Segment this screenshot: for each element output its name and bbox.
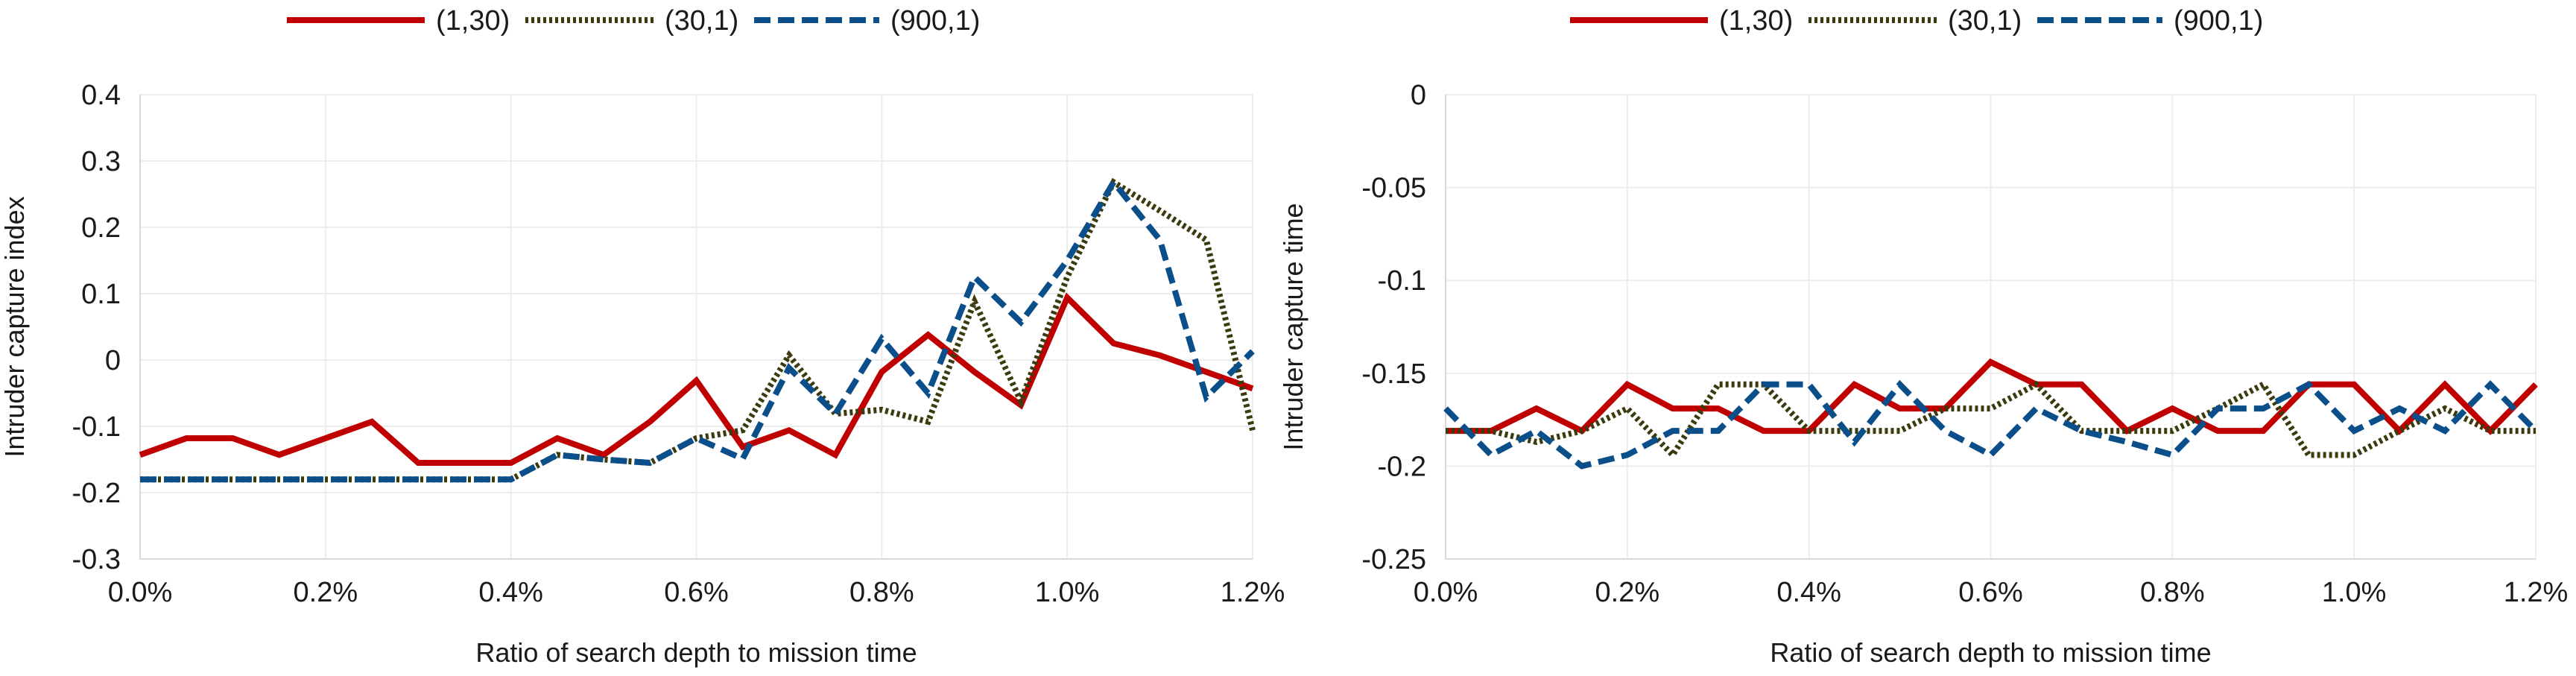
legend-label-2: (30,1): [665, 5, 738, 37]
y-tick-label: 0.1: [81, 279, 121, 310]
x-tick-label: 0.8%: [2140, 577, 2205, 608]
y-tick-label: -0.3: [72, 544, 121, 575]
y-tick-label: 0: [1411, 80, 1426, 111]
series-line-3: [1443, 379, 2538, 470]
x-tick-label: 0.0%: [1414, 577, 1478, 608]
x-axis-title: Ratio of search depth to mission time: [1770, 637, 2211, 668]
y-tick-label: -0.1: [1378, 265, 1426, 297]
y-tick-label: -0.25: [1361, 544, 1426, 575]
chart-left: -0.3 -0.2 -0.1 0 0.1 0.2 0.3 0.4 0.0% 0.2% 0.4% 0.6…: [0, 5, 1285, 668]
series-line-1: [139, 292, 1254, 466]
x-axis-title: Ratio of search depth to mission time: [475, 637, 917, 668]
series-line-2: [140, 177, 1256, 483]
legend-label-1: (1,30): [436, 5, 510, 37]
x-tick-label: 0.8%: [849, 577, 914, 608]
y-tick-label: -0.05: [1361, 173, 1426, 204]
x-tick-label: 0.4%: [1776, 577, 1841, 608]
x-tick-label: 1.2%: [2504, 577, 2569, 608]
x-tick-label: 0.6%: [664, 577, 729, 608]
x-tick-label: 1.0%: [2322, 577, 2387, 608]
legend: (1,30) (30,1) (900,1): [287, 5, 980, 37]
x-tick-label: 0.4%: [478, 577, 543, 608]
y-tick-label: -0.2: [72, 478, 121, 509]
y-axis-title: Intruder capture time: [1278, 203, 1308, 450]
x-tick-label: 0.2%: [1595, 577, 1660, 608]
legend: (1,30) (30,1) (900,1): [1570, 5, 2263, 37]
y-tick-label: -0.15: [1361, 358, 1426, 390]
x-tick-label: 0.6%: [1958, 577, 2023, 608]
x-tick-label: 1.2%: [1221, 577, 1285, 608]
y-tick-label: 0.3: [81, 146, 121, 177]
series-line-1: [1446, 358, 2538, 435]
y-tick-label: -0.2: [1378, 451, 1426, 482]
legend-label-2: (30,1): [1948, 5, 2022, 37]
x-tick-label: 0.2%: [294, 577, 358, 608]
chart-right: -0.25 -0.2 -0.15 -0.1 -0.05 0 0.0% 0.2% 0.4% 0.6%…: [1278, 5, 2568, 668]
y-axis-title: Intruder capture index: [0, 196, 30, 457]
x-tick-label: 0.0%: [108, 577, 173, 608]
y-tick-label: -0.1: [72, 411, 121, 443]
legend-label-1: (1,30): [1719, 5, 1793, 37]
legend-label-3: (900,1): [890, 5, 980, 37]
series-line-2: [1446, 380, 2536, 460]
y-tick-label: 0: [105, 345, 121, 376]
y-tick-label: 0.2: [81, 212, 121, 244]
legend-label-3: (900,1): [2174, 5, 2263, 37]
y-tick-label: 0.4: [81, 80, 121, 111]
x-tick-label: 1.0%: [1035, 577, 1100, 608]
